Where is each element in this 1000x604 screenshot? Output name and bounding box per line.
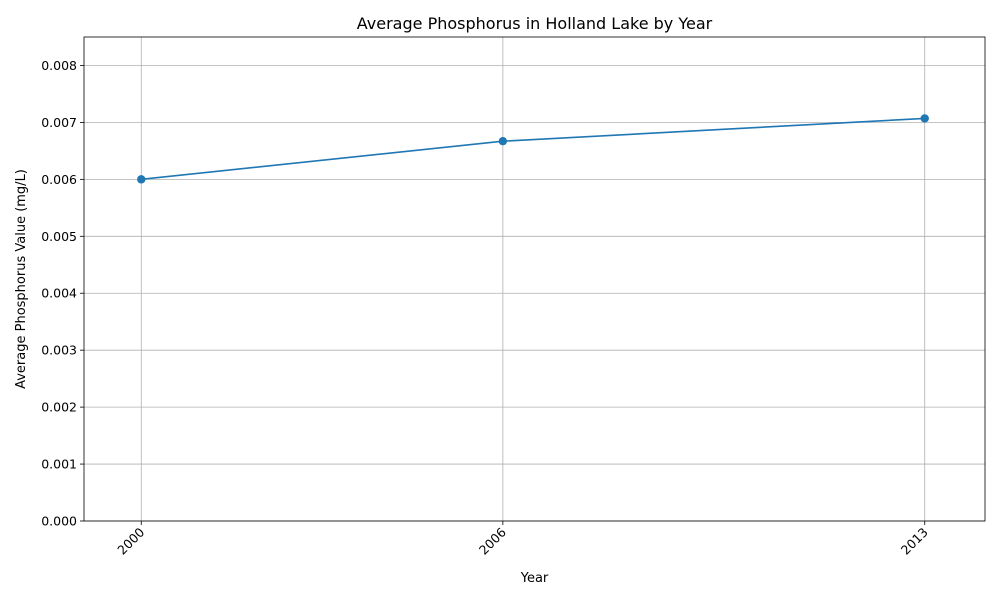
y-tick-label: 0.007	[41, 115, 77, 130]
x-axis-label: Year	[520, 571, 549, 586]
y-tick-label: 0.001	[41, 457, 77, 472]
y-tick-label: 0.006	[41, 172, 77, 187]
data-point	[920, 114, 929, 123]
chart-title: Average Phosphorus in Holland Lake by Ye…	[357, 14, 713, 33]
plot-frame	[83, 36, 986, 522]
y-tick-label: 0.004	[41, 286, 77, 301]
y-tick-label: 0.008	[41, 58, 77, 73]
y-tick-label: 0.005	[41, 229, 77, 244]
y-tick-label: 0.002	[41, 400, 77, 415]
axes	[83, 36, 986, 522]
y-tick-label: 0.000	[41, 514, 77, 529]
data-point	[137, 175, 146, 184]
data-point	[498, 137, 508, 146]
series-layer	[137, 114, 929, 184]
y-tick-label: 0.003	[41, 343, 77, 358]
y-axis-label: Average Phosphorus Value (mg/L)	[14, 169, 29, 389]
